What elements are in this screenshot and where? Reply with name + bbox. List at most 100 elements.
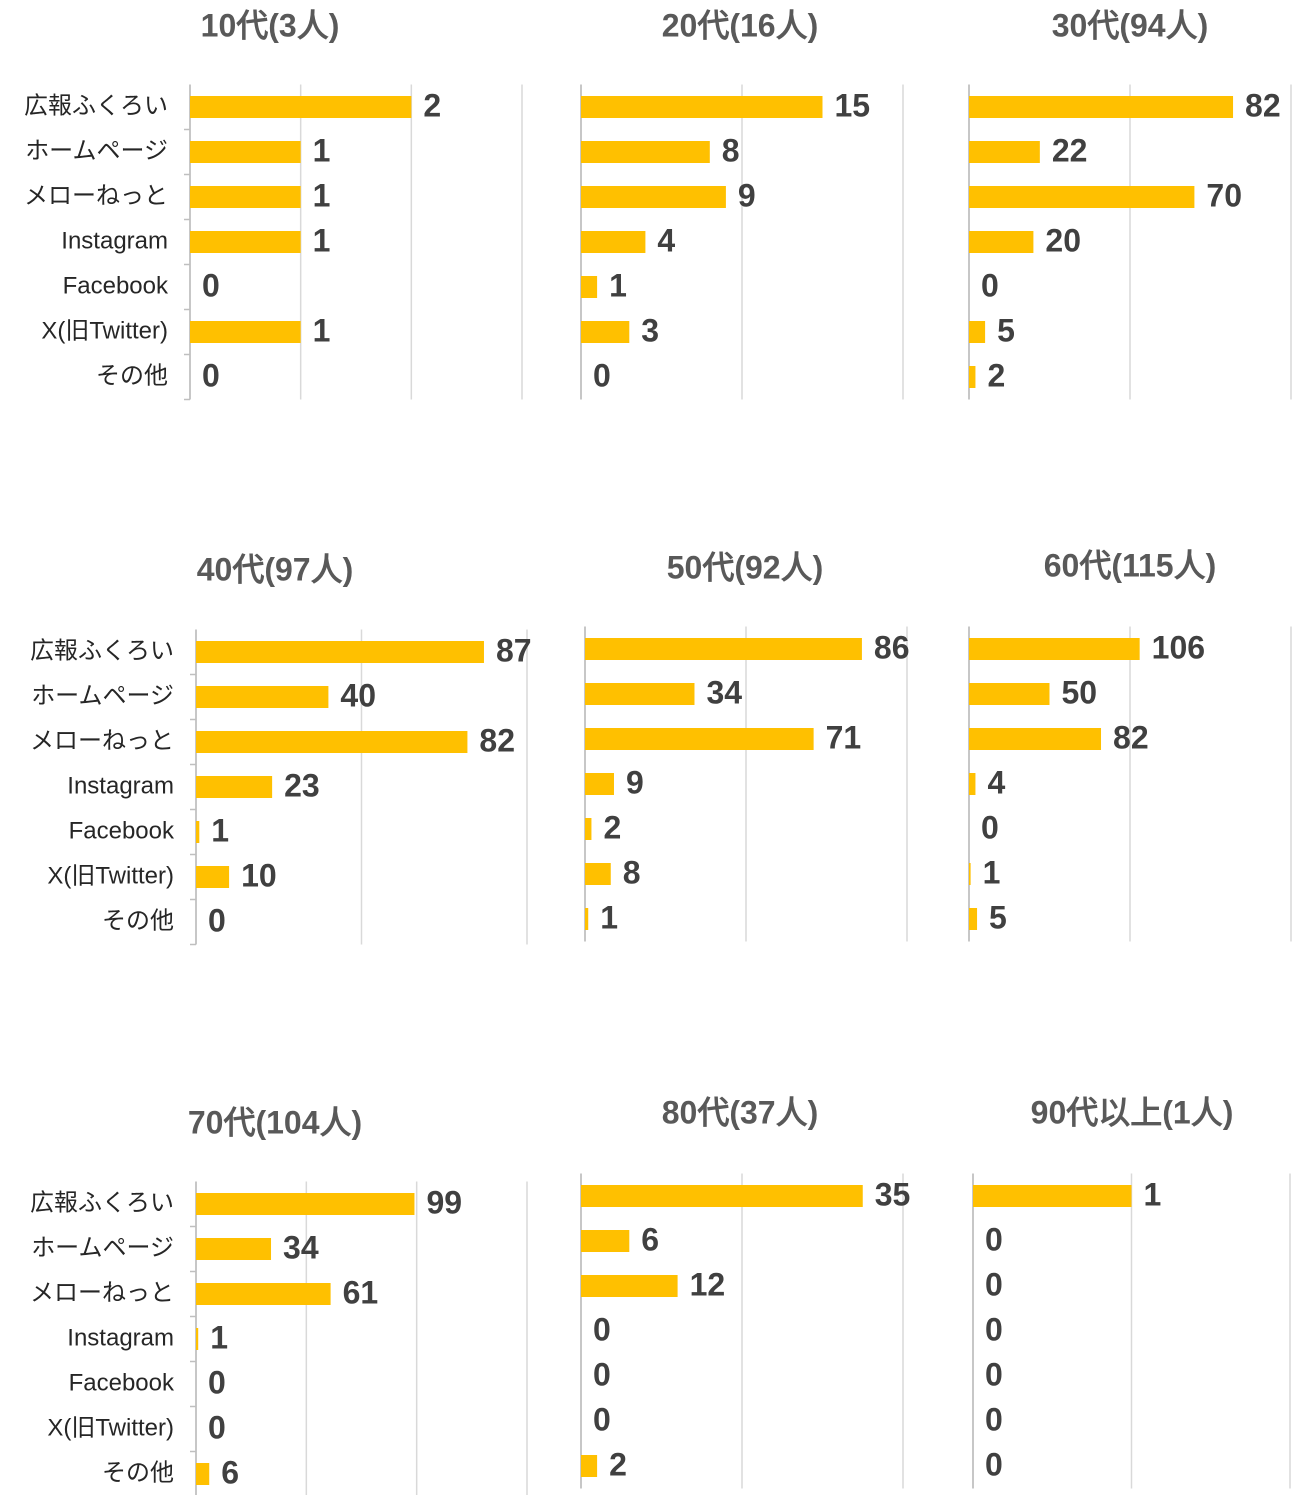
value-label: 87 — [496, 632, 532, 668]
value-label: 40 — [340, 677, 376, 713]
value-label: 0 — [208, 902, 226, 938]
value-label: 5 — [997, 312, 1015, 348]
bar — [969, 321, 986, 343]
bar — [585, 908, 589, 930]
value-label: 0 — [593, 1401, 611, 1437]
bar — [196, 821, 200, 843]
category-label: 広報ふくろい — [30, 1189, 174, 1216]
category-label: その他 — [102, 1459, 174, 1486]
value-label: 2 — [423, 87, 441, 123]
value-label: 23 — [284, 767, 320, 803]
value-label: 6 — [221, 1454, 239, 1490]
bar — [196, 1463, 210, 1485]
value-label: 20 — [1045, 222, 1081, 258]
value-label: 2 — [603, 809, 621, 845]
value-label: 71 — [826, 719, 862, 755]
value-label: 0 — [593, 357, 611, 393]
bar — [969, 231, 1034, 253]
value-label: 82 — [1245, 87, 1281, 123]
category-label: Instagram — [67, 1324, 174, 1351]
value-label: 1 — [313, 132, 331, 168]
category-label: 広報ふくろい — [30, 637, 174, 664]
bar — [585, 818, 592, 840]
bar — [969, 773, 976, 795]
bar — [196, 731, 468, 753]
bar — [190, 186, 301, 208]
value-label: 1 — [600, 899, 618, 935]
value-label: 0 — [985, 1446, 1003, 1482]
chart-title: 80代(37人) — [662, 1094, 819, 1130]
value-label: 10 — [241, 857, 277, 893]
value-label: 1 — [1144, 1176, 1162, 1212]
bar — [585, 638, 862, 660]
value-label: 82 — [1113, 719, 1149, 755]
bar — [969, 638, 1140, 660]
bar — [581, 141, 710, 163]
category-label: メローねっと — [30, 727, 174, 754]
bar — [581, 1185, 863, 1207]
bar — [585, 683, 695, 705]
bar — [196, 1283, 331, 1305]
bar — [196, 686, 329, 708]
bar — [581, 321, 630, 343]
bar — [196, 1328, 199, 1350]
value-label: 12 — [690, 1266, 726, 1302]
value-label: 0 — [981, 267, 999, 303]
value-label: 1 — [210, 1319, 228, 1355]
bar — [190, 141, 301, 163]
value-label: 4 — [657, 222, 675, 258]
bar — [969, 863, 971, 885]
value-label: 34 — [283, 1229, 319, 1265]
category-label: ホームページ — [25, 137, 168, 164]
bar — [581, 96, 823, 118]
category-label: 広報ふくろい — [24, 92, 168, 119]
value-label: 8 — [722, 132, 740, 168]
value-label: 0 — [985, 1221, 1003, 1257]
value-label: 0 — [985, 1356, 1003, 1392]
chart-title: 20代(16人) — [662, 7, 819, 43]
bar — [969, 141, 1040, 163]
value-label: 1 — [313, 222, 331, 258]
category-label: Instagram — [67, 772, 174, 799]
bar — [585, 863, 611, 885]
value-label: 1 — [211, 812, 229, 848]
chart-title: 60代(115人) — [1044, 547, 1217, 583]
category-label: Facebook — [69, 817, 175, 844]
value-label: 0 — [593, 1356, 611, 1392]
value-label: 86 — [874, 629, 910, 665]
category-label: X(旧Twitter) — [47, 1414, 174, 1441]
value-label: 0 — [985, 1401, 1003, 1437]
bar — [581, 1230, 630, 1252]
value-label: 4 — [987, 764, 1005, 800]
value-label: 106 — [1152, 629, 1205, 665]
bar — [190, 96, 412, 118]
bar — [196, 866, 230, 888]
bar — [585, 773, 614, 795]
value-label: 35 — [875, 1176, 911, 1212]
bar — [190, 231, 301, 253]
bar — [969, 728, 1102, 750]
value-label: 2 — [609, 1446, 627, 1482]
value-label: 82 — [479, 722, 515, 758]
bar — [969, 96, 1234, 118]
category-label: その他 — [96, 362, 168, 389]
bar — [196, 1238, 272, 1260]
value-label: 9 — [738, 177, 756, 213]
bar — [969, 683, 1050, 705]
value-label: 34 — [706, 674, 742, 710]
bar — [190, 321, 301, 343]
category-label: X(旧Twitter) — [41, 317, 168, 344]
value-label: 70 — [1206, 177, 1242, 213]
value-label: 0 — [985, 1311, 1003, 1347]
bar — [581, 231, 646, 253]
value-label: 2 — [987, 357, 1005, 393]
bar — [196, 641, 484, 663]
value-label: 8 — [623, 854, 641, 890]
bar — [196, 776, 273, 798]
category-label: ホームページ — [31, 682, 174, 709]
bar — [581, 1275, 678, 1297]
value-label: 0 — [593, 1311, 611, 1347]
bar — [585, 728, 814, 750]
